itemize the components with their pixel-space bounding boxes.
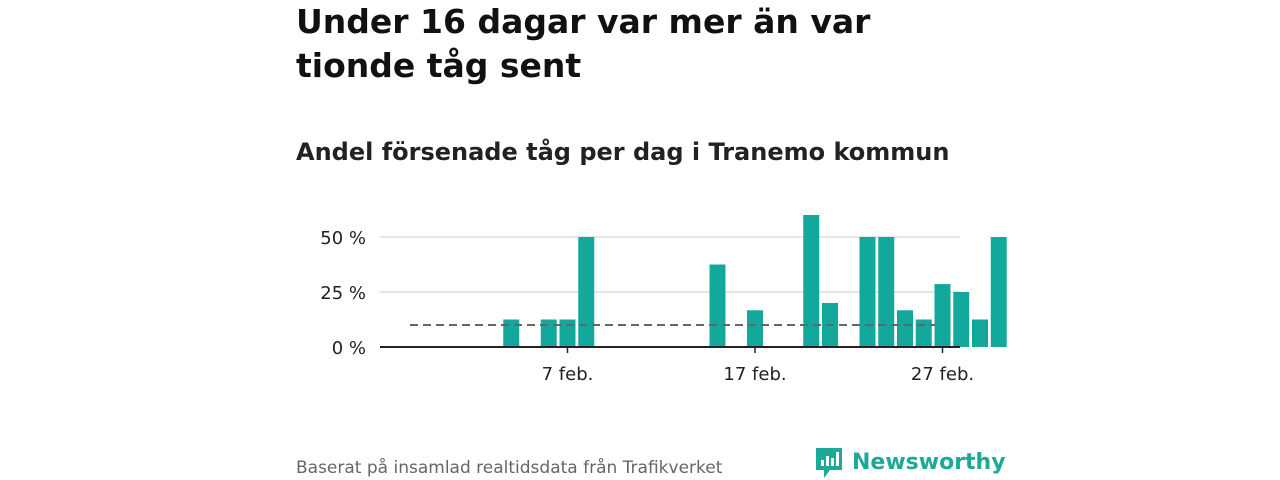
bar-6 — [540, 319, 557, 347]
bar-24 — [878, 237, 895, 347]
y-tick-label: 50 % — [320, 228, 366, 249]
bar-30 — [990, 237, 1007, 347]
bar-15 — [709, 264, 726, 347]
bar-8 — [578, 237, 595, 347]
y-axis-labels: 0 % 25 % 50 % — [320, 228, 366, 359]
bar-27 — [934, 284, 951, 347]
bar-28 — [953, 292, 970, 347]
bar-7 — [559, 319, 576, 347]
bar-20 — [803, 215, 820, 347]
y-tick-label: 25 % — [320, 283, 366, 304]
bar-23 — [859, 237, 876, 347]
bar-26 — [915, 319, 932, 347]
newsworthy-logo-icon — [816, 448, 842, 478]
bar-17 — [747, 310, 763, 347]
bars — [503, 215, 1007, 347]
brand-name: Newsworthy — [852, 450, 1006, 475]
chart-subtitle: Andel försenade tåg per dag i Tranemo ko… — [296, 138, 950, 166]
bar-25 — [897, 310, 913, 347]
x-axis-labels: 7 feb. 17 feb. 27 feb. — [542, 347, 974, 385]
y-tick-label: 0 % — [332, 338, 366, 359]
bar-4 — [503, 319, 520, 347]
x-tick-label: 27 feb. — [911, 364, 974, 385]
x-tick-label: 17 feb. — [723, 364, 786, 385]
bar-chart: 0 % 25 % 50 % 7 feb. 17 feb. 27 feb. — [320, 215, 1007, 385]
source-note: Baserat på insamlad realtidsdata från Tr… — [296, 458, 723, 478]
brand-mark: Newsworthy — [814, 446, 1006, 480]
bar-29 — [972, 319, 988, 347]
x-tick-label: 7 feb. — [542, 364, 594, 385]
chart-title: Under 16 dagar var mer än var tionde tåg… — [296, 2, 871, 85]
